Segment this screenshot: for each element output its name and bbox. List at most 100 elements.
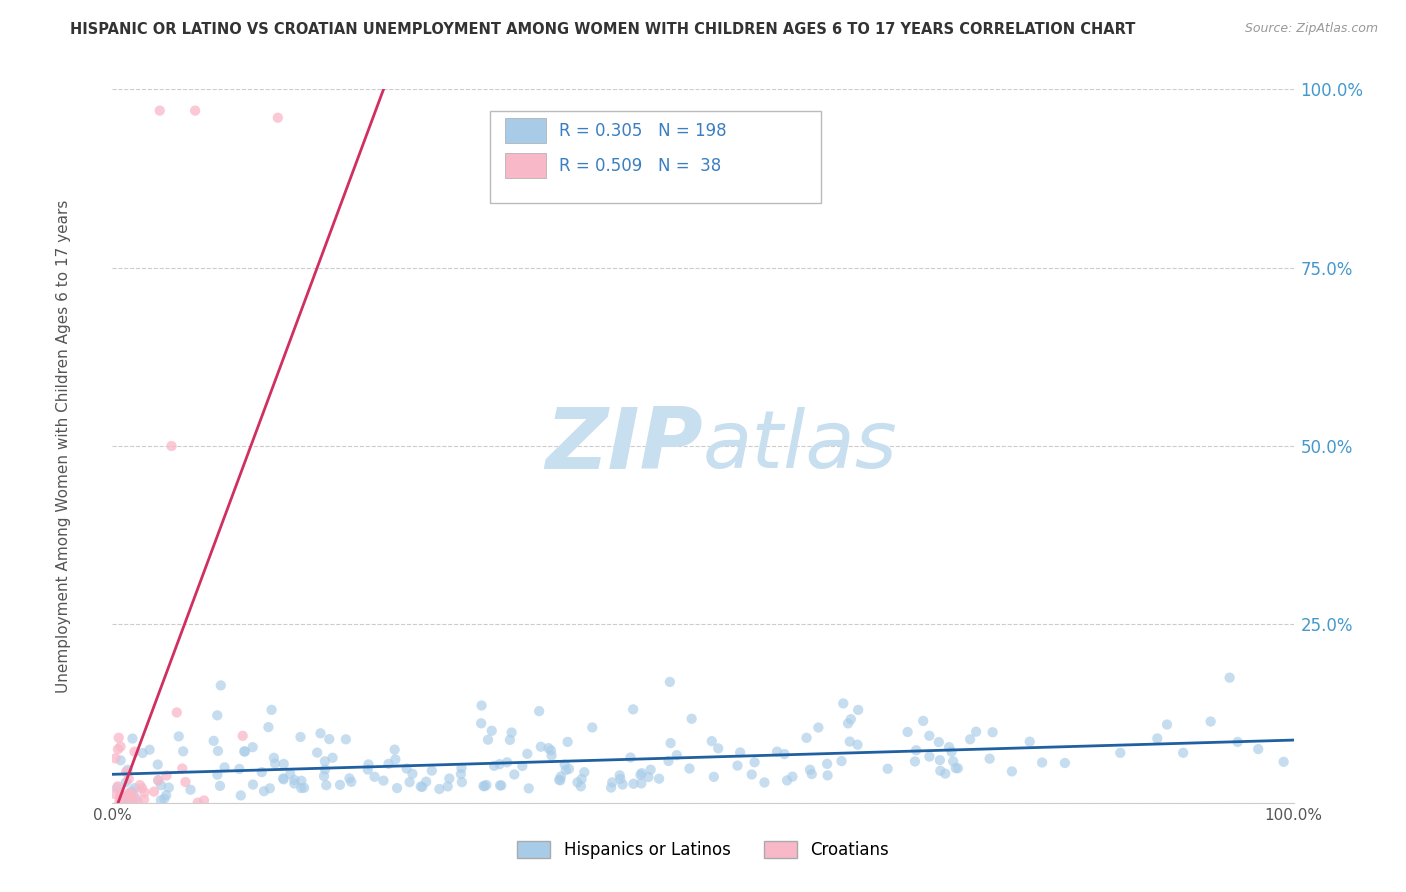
Point xyxy=(796,731,818,745)
Point xyxy=(271,772,294,786)
Point xyxy=(516,747,538,761)
Point xyxy=(124,745,146,759)
Point xyxy=(439,772,461,786)
Point xyxy=(471,698,494,713)
Point xyxy=(912,714,935,728)
Point xyxy=(540,748,562,763)
Point xyxy=(554,763,576,777)
Point xyxy=(929,764,952,778)
Point xyxy=(548,772,571,787)
Point xyxy=(110,739,132,754)
Point xyxy=(273,756,295,771)
Point xyxy=(104,787,127,801)
Point xyxy=(1272,755,1295,769)
Point xyxy=(648,772,671,786)
Point xyxy=(263,751,285,765)
Point xyxy=(501,725,523,739)
Point xyxy=(127,795,149,809)
Point xyxy=(727,758,749,772)
Point xyxy=(609,772,631,786)
Point xyxy=(754,775,776,789)
Point xyxy=(832,697,855,711)
Point xyxy=(550,770,572,784)
Point xyxy=(581,721,603,735)
Point xyxy=(229,789,252,803)
Point xyxy=(312,769,335,783)
Point xyxy=(837,716,859,731)
Point xyxy=(527,704,550,718)
Point xyxy=(744,756,766,770)
Point xyxy=(110,788,132,802)
Point xyxy=(401,766,423,780)
Point xyxy=(411,780,433,794)
Point xyxy=(475,778,498,792)
Point xyxy=(124,781,146,796)
Point xyxy=(309,726,332,740)
Point xyxy=(429,782,451,797)
Point xyxy=(1109,746,1132,760)
Point xyxy=(250,765,273,780)
Point xyxy=(499,732,522,747)
Point xyxy=(273,772,295,787)
Point xyxy=(807,721,830,735)
Point xyxy=(167,730,190,744)
Point xyxy=(707,741,730,756)
Point xyxy=(517,781,540,796)
Point xyxy=(202,734,225,748)
Point xyxy=(904,755,927,769)
Point xyxy=(357,763,380,777)
Point xyxy=(571,772,593,786)
Point xyxy=(118,795,141,809)
FancyBboxPatch shape xyxy=(505,153,546,178)
Point xyxy=(117,763,139,777)
Point xyxy=(129,778,152,792)
Point xyxy=(385,781,408,796)
Point xyxy=(114,775,136,789)
Point xyxy=(817,768,839,782)
Point xyxy=(1018,734,1040,748)
Point xyxy=(290,773,312,788)
Point xyxy=(436,780,458,794)
Point xyxy=(398,775,420,789)
Point xyxy=(1146,731,1168,746)
Point xyxy=(941,745,963,759)
Point xyxy=(491,779,513,793)
Point xyxy=(537,741,560,756)
Point xyxy=(290,781,312,796)
Point xyxy=(110,753,132,767)
Point xyxy=(207,744,229,758)
Point xyxy=(160,439,183,453)
Point xyxy=(148,773,170,788)
Point xyxy=(233,744,256,758)
Point xyxy=(339,772,361,786)
Point xyxy=(965,724,987,739)
Point xyxy=(846,738,869,752)
Point xyxy=(630,776,652,790)
Point xyxy=(482,759,505,773)
Point xyxy=(838,734,860,748)
Point xyxy=(283,776,305,790)
Point xyxy=(253,784,276,798)
Point xyxy=(678,762,700,776)
Point xyxy=(118,786,141,800)
Point xyxy=(314,754,336,768)
Point xyxy=(110,795,132,809)
Point xyxy=(815,756,838,771)
Point xyxy=(166,706,188,720)
Point xyxy=(773,747,796,761)
FancyBboxPatch shape xyxy=(505,118,546,143)
FancyBboxPatch shape xyxy=(491,111,821,203)
Point xyxy=(143,784,166,798)
Point xyxy=(928,753,950,767)
Point xyxy=(558,762,581,776)
Point xyxy=(409,780,432,794)
Point xyxy=(609,768,631,782)
Point xyxy=(131,781,153,796)
Point xyxy=(548,773,571,788)
Point xyxy=(209,678,232,692)
Point xyxy=(105,780,128,795)
Point xyxy=(172,744,194,758)
Point xyxy=(340,775,363,789)
Point xyxy=(155,788,177,802)
Point xyxy=(659,736,682,750)
